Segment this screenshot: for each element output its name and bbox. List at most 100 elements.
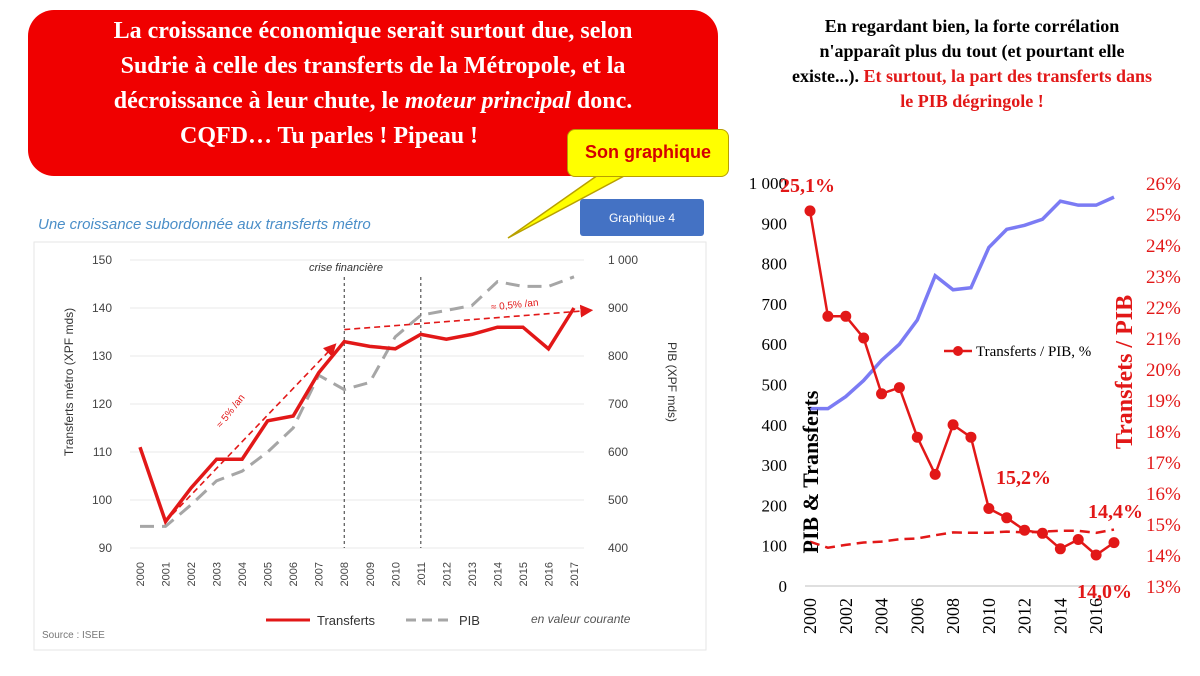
ratio-point <box>911 431 923 443</box>
value-note: en valeur courante <box>531 612 631 626</box>
right-chart-left-tick: 600 <box>762 335 788 354</box>
x-tick-label: 2011 <box>416 562 428 586</box>
ratio-series-line <box>808 210 1115 557</box>
right-chart-left-tick: 100 <box>762 537 788 556</box>
right-legend-marker <box>953 346 963 356</box>
point-label-2017: 14,4% <box>1088 501 1143 523</box>
ratio-point <box>965 431 977 443</box>
ratio-point <box>1108 537 1120 549</box>
x-tick-label: 2005 <box>263 562 275 586</box>
right-chart-left-tick: 800 <box>762 255 788 274</box>
right-y-tick-label: 800 <box>608 349 628 363</box>
right-chart-right-tick: 23% <box>1146 267 1181 288</box>
son-graphique-callout: Son graphique <box>567 129 729 177</box>
right-chart-left-tick: 500 <box>762 376 788 395</box>
left-y-tick-label: 120 <box>92 397 112 411</box>
point-label-2011: 15,2% <box>996 467 1051 489</box>
commentary-black: En regardant bien, la forte corrélation … <box>792 16 1125 86</box>
right-chart-x-tick: 2012 <box>1015 598 1035 634</box>
right-chart-right-tick: 13% <box>1146 577 1181 598</box>
x-tick-label: 2006 <box>288 562 300 586</box>
right-chart-right-tick: 21% <box>1146 329 1181 350</box>
right-chart-right-axis-title: Transfets / PIB <box>1112 295 1138 449</box>
left-y-axis-title: Transferts métro (XPF mds) <box>62 308 76 456</box>
left-y-tick-label: 110 <box>93 445 112 459</box>
x-tick-label: 2010 <box>390 562 402 586</box>
ratio-point <box>876 388 888 400</box>
ratio-point <box>804 205 816 217</box>
x-tick-label: 2000 <box>135 562 147 586</box>
right-transferts-series-line <box>809 528 1115 549</box>
right-chart-right-tick: 15% <box>1146 515 1181 536</box>
trend-arrow-5pct <box>164 343 337 523</box>
right-chart-left-tick: 0 <box>779 577 788 596</box>
left-y-tick-label: 140 <box>92 301 112 315</box>
right-chart-x-tick: 2014 <box>1050 598 1070 634</box>
right-chart-right-tick: 19% <box>1146 391 1181 412</box>
right-chart-x-tick: 2008 <box>943 598 963 634</box>
right-chart-left-tick: 900 <box>762 214 788 233</box>
ratio-point <box>947 419 959 431</box>
headline-line-2: Sudrie à celle des transferts de la Métr… <box>120 53 626 79</box>
headline-line-1: La croissance économique serait surtout … <box>113 18 633 44</box>
legend-transferts-label: Transferts <box>317 613 376 628</box>
commentary-text: En regardant bien, la forte corrélation … <box>792 14 1152 114</box>
right-y-tick-label: 500 <box>608 493 628 507</box>
x-tick-label: 2008 <box>339 562 351 586</box>
left-y-tick-label: 100 <box>92 493 112 507</box>
right-y-tick-label: 700 <box>608 397 628 411</box>
headline-line-3: décroissance à leur chute, le moteur pri… <box>113 88 633 114</box>
right-chart-x-tick: 2000 <box>800 598 820 634</box>
right-chart-right-tick: 25% <box>1146 205 1181 226</box>
right-chart-x-tick: 2016 <box>1086 598 1106 634</box>
right-chart-x-tick: 2010 <box>979 598 999 634</box>
ratio-point <box>1054 543 1066 555</box>
right-chart-right-tick: 20% <box>1146 360 1181 381</box>
x-tick-label: 2012 <box>441 562 453 586</box>
right-chart-left-tick: 1 000 <box>749 174 787 193</box>
right-chart-right-tick: 24% <box>1146 236 1181 257</box>
growth-label-05pct: ≈ 0,5% /an <box>490 298 539 314</box>
ratio-point <box>929 468 941 480</box>
chart-panel <box>33 241 707 651</box>
right-chart-x-tick: 2002 <box>836 598 856 634</box>
right-chart-x-tick: 2006 <box>907 598 927 634</box>
graphique-badge <box>580 199 704 236</box>
right-chart-right-tick: 16% <box>1146 484 1181 505</box>
right-chart-left-axis-title: PIB & Transferts <box>798 390 823 553</box>
graphique-badge-label: Graphique 4 <box>609 211 675 225</box>
ratio-point <box>822 310 834 322</box>
x-tick-label: 2004 <box>237 562 249 586</box>
right-pib-series-line <box>810 195 1115 411</box>
right-legend-label: Transferts / PIB, % <box>976 344 1091 360</box>
left-y-tick-label: 90 <box>99 541 113 555</box>
right-chart-left-tick: 200 <box>762 496 788 515</box>
point-label-2000: 25,1% <box>780 175 835 197</box>
right-chart-left-tick: 400 <box>762 416 788 435</box>
transferts-series-line <box>138 307 576 526</box>
right-chart-right-tick: 22% <box>1146 298 1181 319</box>
x-tick-label: 2014 <box>492 562 504 586</box>
ratio-point <box>1090 549 1102 561</box>
x-tick-label: 2003 <box>212 562 224 586</box>
x-tick-label: 2013 <box>467 562 479 586</box>
x-tick-label: 2015 <box>518 562 530 586</box>
x-tick-label: 2017 <box>569 562 581 586</box>
ratio-point <box>858 332 870 344</box>
x-tick-label: 2009 <box>365 562 377 586</box>
right-y-tick-label: 600 <box>608 445 628 459</box>
right-chart-right-tick: 17% <box>1146 453 1181 474</box>
right-chart-right-tick: 26% <box>1146 174 1181 195</box>
x-tick-label: 2002 <box>186 562 198 586</box>
pib-series-line <box>140 275 575 528</box>
ratio-point <box>1036 527 1048 539</box>
ratio-point <box>1072 534 1084 545</box>
x-tick-label: 2001 <box>161 562 173 586</box>
headline-line-4: CQFD… Tu parles ! Pipeau ! <box>180 123 479 149</box>
right-y-tick-label: 1 000 <box>608 253 638 267</box>
left-y-tick-label: 130 <box>92 349 112 363</box>
left-y-tick-label: 150 <box>92 253 112 267</box>
headline-text: La croissance économique serait surtout … <box>28 14 718 154</box>
